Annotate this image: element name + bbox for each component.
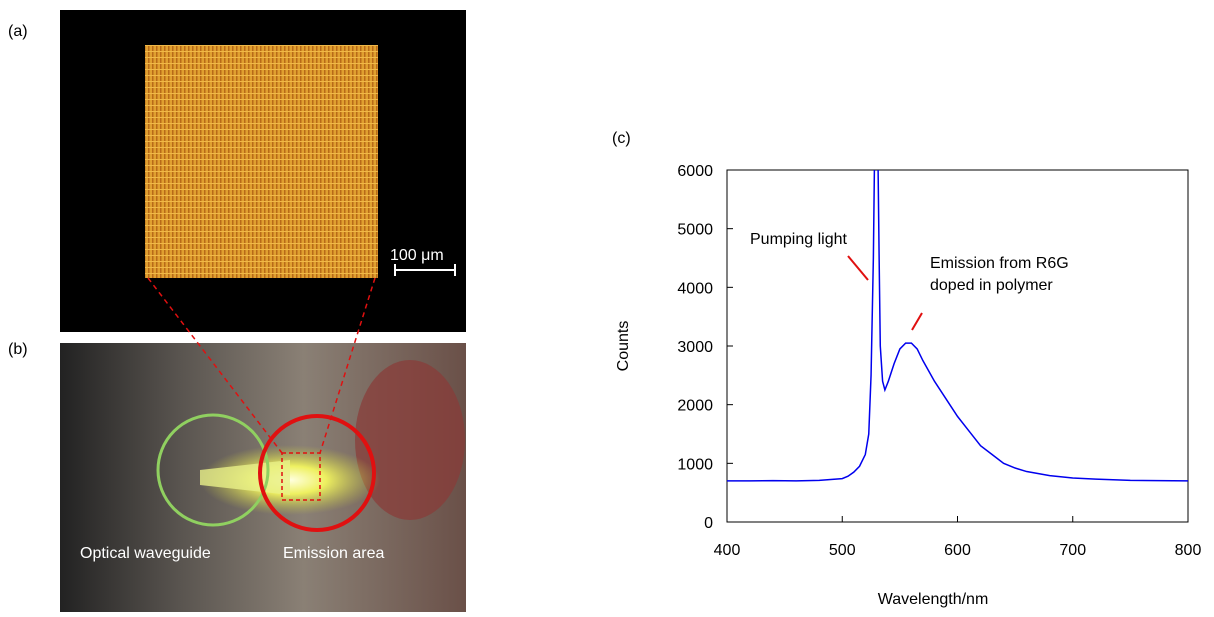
annotation: doped in polymer xyxy=(930,277,1053,294)
y-tick-label: 0 xyxy=(704,515,713,532)
panel-label: (c) xyxy=(612,130,631,147)
y-tick-label: 2000 xyxy=(677,398,713,415)
annotation: Emission from R6G xyxy=(930,255,1069,272)
y-tick-label: 4000 xyxy=(677,280,713,297)
x-tick-label: 400 xyxy=(714,542,741,559)
plot-frame xyxy=(727,170,1188,522)
y-axis-label: Counts xyxy=(615,321,632,372)
y-tick-label: 1000 xyxy=(677,456,713,473)
x-tick-label: 800 xyxy=(1175,542,1202,559)
y-tick-label: 5000 xyxy=(677,222,713,239)
figure: 100 μm Optical waveguide Emission area (… xyxy=(0,0,1214,612)
x-tick-label: 700 xyxy=(1059,542,1086,559)
y-tick-label: 6000 xyxy=(677,163,713,180)
spectrum-line xyxy=(727,158,1188,481)
photo-label: Emission area xyxy=(283,545,384,562)
x-tick-label: 600 xyxy=(944,542,971,559)
sample-square xyxy=(145,45,378,278)
scale-label: 100 μm xyxy=(390,247,444,264)
annotation: Pumping light xyxy=(750,231,848,248)
x-tick-label: 500 xyxy=(829,542,856,559)
y-tick-label: 3000 xyxy=(677,339,713,356)
photo-label: Optical waveguide xyxy=(80,545,211,562)
panel-label: (b) xyxy=(8,341,28,358)
x-axis-label: Wavelength/nm xyxy=(878,591,989,608)
panel-label: (a) xyxy=(8,23,28,40)
